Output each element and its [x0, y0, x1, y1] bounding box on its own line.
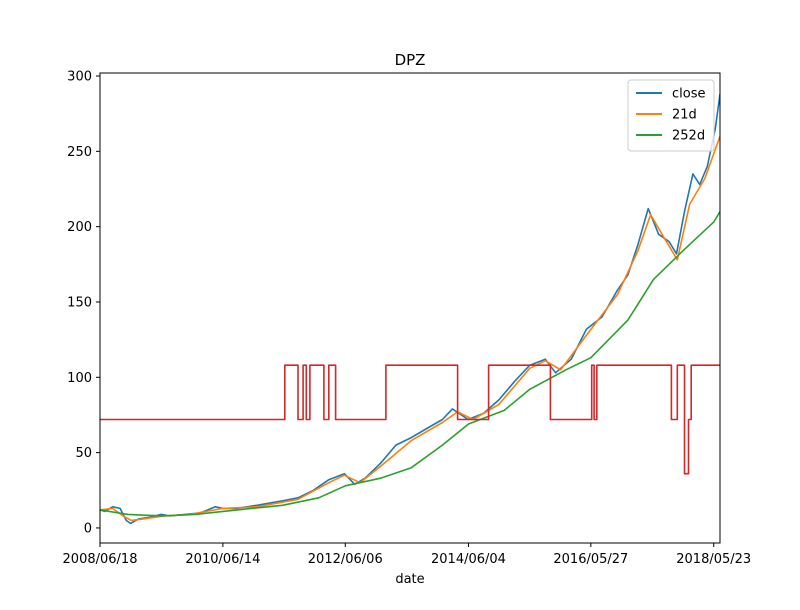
- series-line-close: [100, 93, 720, 525]
- x-tick-label: 2014/06/04: [431, 552, 506, 567]
- chart-title: DPZ: [395, 51, 426, 69]
- x-axis: 2008/06/18 2010/06/14 2012/06/06 2014/06/04…: [63, 543, 751, 567]
- legend-label: close: [672, 87, 705, 102]
- x-tick-label: 2016/05/27: [553, 552, 628, 567]
- y-axis: 0 50 100 150 200 250 300: [67, 70, 100, 536]
- y-tick-label: 300: [67, 70, 92, 85]
- legend-label: 252d: [672, 129, 705, 144]
- x-axis-title: date: [395, 572, 424, 587]
- y-tick-label: 100: [67, 371, 92, 386]
- y-tick-label: 150: [67, 295, 92, 310]
- legend-box: [627, 79, 715, 152]
- x-tick-label: 2010/06/14: [185, 552, 260, 567]
- series-line-252d: [100, 211, 720, 517]
- y-tick-label: 200: [67, 220, 92, 235]
- legend: close 21d 252d: [627, 79, 715, 152]
- legend-label: 21d: [672, 108, 697, 123]
- series-line-21d: [100, 136, 720, 522]
- y-tick-label: 250: [67, 145, 92, 160]
- x-tick-label: 2012/06/06: [308, 552, 383, 567]
- y-tick-label: 0: [84, 521, 92, 536]
- x-tick-label: 2008/06/18: [63, 552, 138, 567]
- series-line-series-3: [100, 364, 720, 475]
- y-tick-label: 50: [75, 446, 92, 461]
- x-tick-label: 2018/05/23: [676, 552, 751, 567]
- plot-frame: [99, 72, 721, 544]
